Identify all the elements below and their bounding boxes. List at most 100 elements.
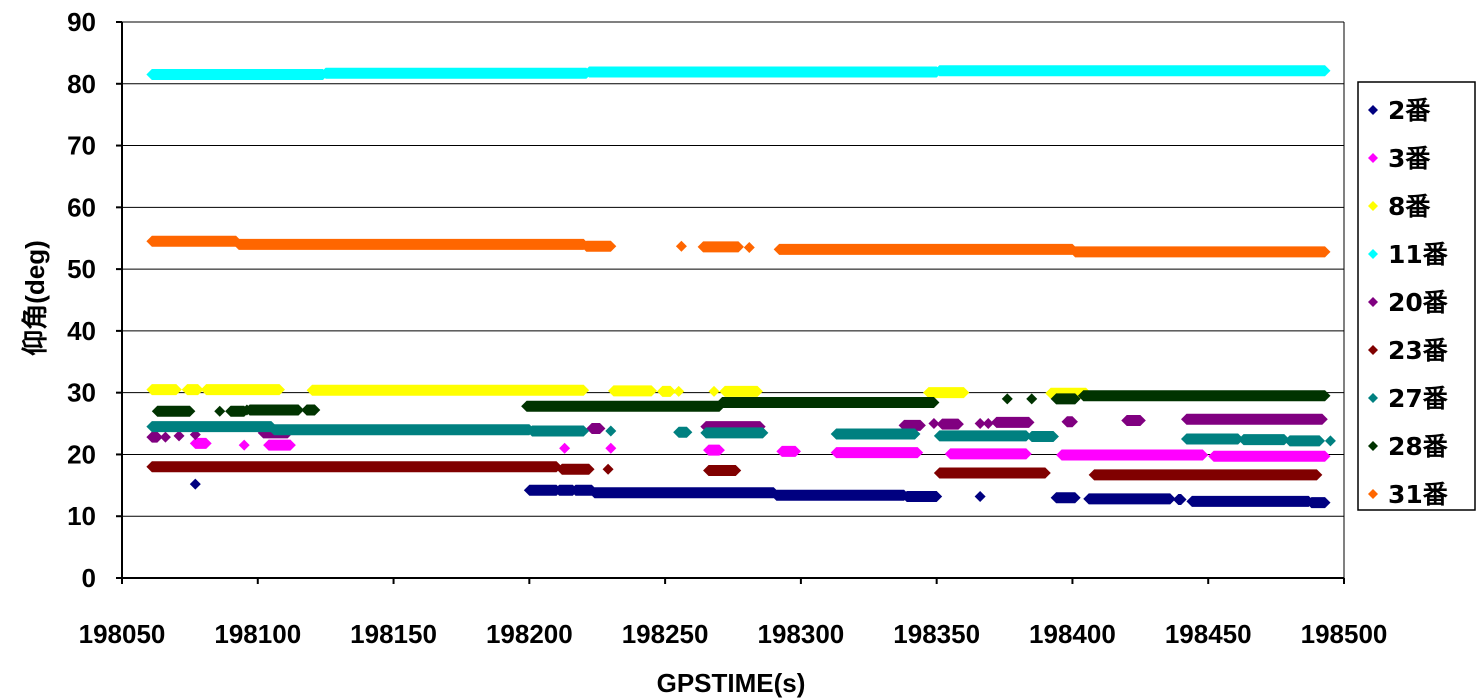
- series-4-run-7: [1061, 416, 1078, 428]
- series-4-run-0: [146, 431, 163, 443]
- series-1-run-7: [1208, 450, 1331, 462]
- legend-label-2: 8番: [1388, 192, 1431, 221]
- x-tick-label-2: 198150: [350, 619, 437, 649]
- series-1-point-0: [238, 439, 250, 451]
- series-7-point-0: [214, 405, 226, 417]
- series-8-run-4: [773, 243, 1078, 255]
- y-tick-label-6: 60: [67, 192, 96, 222]
- series-7-run-5: [716, 397, 940, 409]
- series-4-run-9: [1180, 413, 1328, 425]
- series-4-point-5: [982, 418, 994, 430]
- series-0-run-3: [589, 487, 780, 499]
- series-5-run-0: [146, 461, 562, 473]
- series-1-point-2: [605, 442, 617, 454]
- series-7-point-1: [241, 404, 253, 416]
- y-tick-label-9: 90: [67, 7, 96, 37]
- series-3-run-3: [933, 65, 1331, 77]
- y-tick-label-5: 50: [67, 254, 96, 284]
- legend-box: [1357, 81, 1476, 511]
- series-0-run-6: [1050, 492, 1081, 504]
- legend-label-7: 28番: [1388, 432, 1449, 461]
- series-7: [151, 390, 1331, 417]
- series-1-run-3: [776, 445, 801, 457]
- series-8-run-2: [580, 240, 617, 252]
- y-tick-label-4: 40: [67, 316, 96, 346]
- series-6-run-7: [1026, 431, 1059, 443]
- series-1-run-0: [189, 437, 212, 449]
- data-marks: [146, 65, 1336, 509]
- y-tick-label-8: 80: [67, 69, 96, 99]
- x-tick-label-5: 198300: [758, 619, 845, 649]
- series-6-run-4: [700, 427, 769, 439]
- series-2-run-7: [923, 387, 970, 399]
- x-tick-label-7: 198400: [1029, 619, 1116, 649]
- series-8-run-0: [146, 235, 242, 247]
- legend-label-4: 20番: [1388, 288, 1449, 317]
- legend-label-3: 11番: [1388, 240, 1449, 269]
- series-4: [146, 413, 1328, 443]
- series-6-run-10: [1284, 435, 1326, 447]
- series-8-run-1: [233, 238, 590, 250]
- series-5-run-1: [556, 463, 595, 475]
- series-1-run-6: [1056, 449, 1209, 461]
- series-2-run-6: [719, 385, 763, 397]
- x-tick-label-0: 198050: [79, 619, 166, 649]
- x-tick-label-3: 198200: [486, 619, 573, 649]
- y-tick-labels: 0 10 20 30 40 50 60 70 80 90: [67, 7, 96, 593]
- series-7-run-0: [151, 405, 196, 417]
- series-4-run-6: [990, 416, 1035, 428]
- series-5-run-4: [1088, 469, 1323, 481]
- grid-lines: [122, 21, 1344, 517]
- series-3-run-0: [146, 69, 329, 81]
- x-tick-labels: 198050 198100 198150 198200 198250 198300 1983…: [79, 619, 1388, 649]
- x-tick-label-9: 198500: [1301, 619, 1388, 649]
- series-6-run-6: [933, 430, 1032, 442]
- series-2: [146, 384, 1092, 399]
- legend-label-6: 27番: [1388, 384, 1449, 413]
- series-8-point-1: [743, 241, 755, 253]
- series-7-run-7: [1077, 390, 1331, 402]
- series-0-point-1: [974, 490, 986, 502]
- series-0: [189, 478, 1331, 509]
- series-6-run-1: [268, 424, 535, 436]
- series-1-run-1: [263, 439, 296, 451]
- series-1-run-2: [703, 444, 725, 456]
- legend-marker-5: [1368, 345, 1378, 355]
- series-4-run-8: [1121, 414, 1146, 426]
- series-6-run-3: [673, 426, 693, 438]
- series-6-run-5: [830, 428, 921, 440]
- y-tick-label-7: 70: [67, 131, 96, 161]
- series-2-run-2: [200, 384, 286, 396]
- legend-label-5: 23番: [1388, 336, 1449, 365]
- series-2-run-4: [608, 385, 658, 397]
- series-8-point-0: [675, 240, 687, 252]
- series-0-run-5: [901, 490, 943, 502]
- series-4-point-0: [159, 431, 171, 443]
- series-4-point-3: [928, 418, 940, 430]
- series-2-run-1: [181, 384, 204, 396]
- legend-label-0: 2番: [1388, 96, 1431, 125]
- axes: [116, 21, 1345, 584]
- series-6-run-0: [146, 421, 277, 433]
- series-7-point-3: [1026, 393, 1038, 405]
- series-3: [146, 65, 1331, 81]
- y-axis-title: 仰角(deg): [20, 240, 50, 356]
- series-6-run-2: [526, 425, 590, 437]
- legend-marker-0: [1368, 105, 1378, 115]
- series-4-run-5: [936, 418, 964, 430]
- series-8-run-3: [697, 241, 744, 253]
- y-tick-label-0: 0: [82, 563, 96, 593]
- series-0-run-0: [523, 484, 562, 496]
- legend: 2番 3番 8番 11番 20番 23番 27番 28番 31番: [1357, 81, 1476, 511]
- legend-marker-8: [1368, 489, 1378, 499]
- series-4-point-1: [173, 430, 185, 442]
- series-7-point-2: [1001, 393, 1013, 405]
- series-1-run-5: [944, 448, 1032, 460]
- legend-label-8: 31番: [1388, 480, 1449, 509]
- series-2-point-1: [708, 385, 720, 397]
- legend-label-1: 3番: [1388, 144, 1431, 173]
- series-2-run-5: [656, 385, 677, 397]
- series-6-run-8: [1180, 433, 1244, 445]
- series-6: [146, 421, 1336, 447]
